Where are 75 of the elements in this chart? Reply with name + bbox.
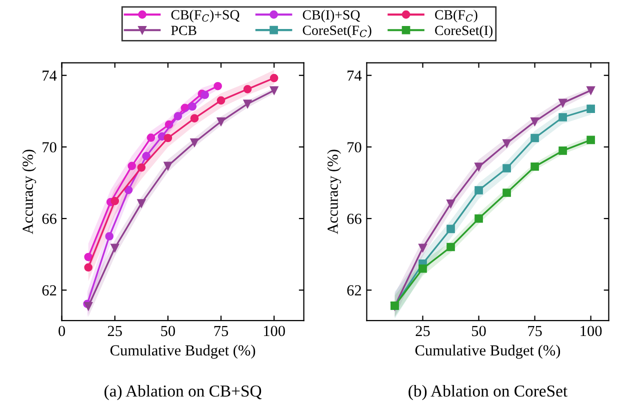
point — [270, 74, 278, 82]
x-axis-title: Cumulative Budget (%) — [415, 344, 560, 359]
point — [474, 214, 483, 223]
legend-label: CoreSet(F$_{C}$) — [302, 25, 372, 38]
point — [558, 113, 567, 122]
point — [216, 117, 226, 126]
point — [146, 133, 156, 142]
point — [502, 139, 511, 148]
point — [474, 186, 483, 194]
text: (a) Ablation on CB+SQ — [104, 384, 262, 400]
point — [110, 244, 120, 252]
y-tick-label: 62 — [42, 285, 56, 296]
point — [128, 162, 136, 170]
text: (b) Ablation on CoreSet — [408, 384, 568, 400]
point — [200, 90, 210, 100]
x-tick-label: 50 — [161, 326, 175, 336]
x-tick-label: 0 — [58, 326, 66, 336]
point — [446, 224, 455, 234]
point — [418, 264, 427, 273]
x-tick-label: 25 — [416, 326, 430, 336]
point — [164, 134, 172, 142]
point — [446, 242, 455, 252]
point — [418, 244, 427, 252]
y-axis-title: Accuracy (%) — [327, 150, 342, 234]
x-tick-label: 25 — [108, 326, 122, 336]
x-tick-label: 50 — [472, 326, 486, 336]
x-tick-label: 100 — [264, 326, 285, 336]
point — [110, 196, 120, 206]
point — [188, 102, 197, 111]
legend-label: CoreSet(I) — [435, 25, 492, 38]
y-tick-label: 62 — [347, 285, 362, 296]
point — [105, 232, 114, 240]
point — [190, 138, 199, 147]
point — [530, 162, 539, 171]
point — [474, 162, 483, 171]
point — [137, 163, 146, 172]
y-tick-label: 70 — [348, 142, 362, 152]
point — [84, 252, 93, 262]
point — [214, 82, 222, 90]
y-axis-title: Accuracy (%) — [22, 150, 36, 234]
point — [137, 199, 146, 208]
point — [216, 96, 226, 105]
legend-label: PCB — [171, 26, 196, 36]
point — [446, 200, 455, 208]
point — [270, 86, 278, 95]
point — [243, 84, 252, 94]
y-tick-label: 74 — [42, 70, 57, 81]
x-tick-label: 100 — [580, 326, 602, 336]
point — [174, 112, 182, 120]
legend-label: CB(F$_{C}$) — [435, 10, 478, 22]
point — [586, 104, 595, 114]
point — [586, 86, 595, 95]
point — [530, 134, 539, 142]
point — [84, 263, 93, 272]
point — [124, 186, 133, 194]
point — [190, 114, 199, 122]
y-tick-label: 66 — [347, 214, 362, 224]
point — [243, 100, 252, 108]
point — [586, 136, 595, 144]
point — [530, 117, 539, 126]
x-tick-label: 75 — [528, 326, 542, 336]
point — [164, 162, 172, 170]
x-tick-label: 75 — [214, 326, 228, 336]
point — [502, 164, 511, 172]
y-tick-label: 70 — [42, 142, 56, 152]
point — [558, 146, 567, 155]
legend-label: CB(F$_{C}$)+SQ — [171, 10, 240, 22]
y-tick-label: 66 — [42, 214, 56, 224]
legend-label: CB(I)+SQ — [302, 10, 360, 22]
point — [558, 98, 567, 108]
y-tick-label: 74 — [348, 70, 362, 81]
point — [502, 188, 511, 197]
point — [142, 152, 150, 160]
x-axis-title: Cumulative Budget (%) — [110, 344, 256, 359]
point — [84, 302, 93, 310]
